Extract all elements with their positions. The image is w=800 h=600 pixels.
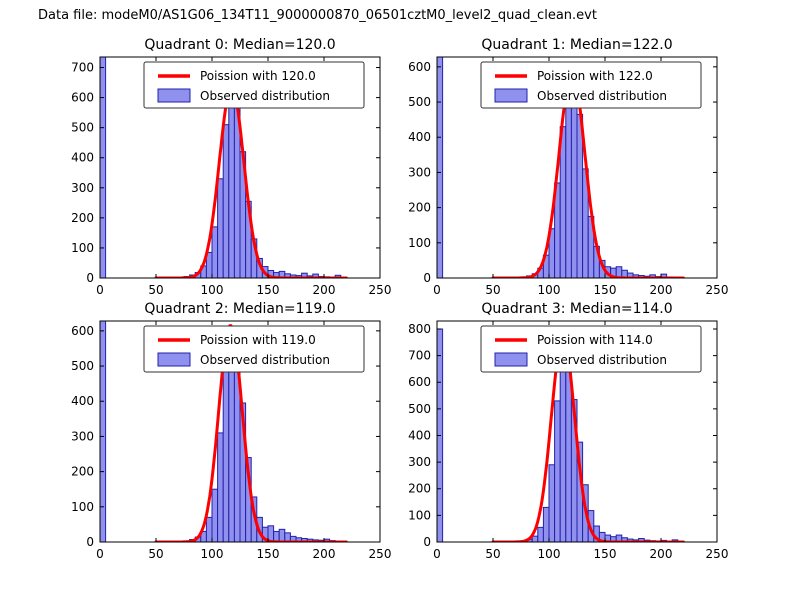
y-tick-label: 400 [71, 394, 94, 408]
legend-label-poisson: Poission with 114.0 [537, 333, 653, 347]
y-tick-label: 500 [408, 95, 431, 109]
axes-frame [99, 56, 381, 279]
y-tick-label: 100 [71, 241, 94, 255]
y-tick-label: 200 [71, 465, 94, 479]
subplot-quadrant-2: 0 50 100 150 200 250 0 100 200 300 400 500 600 Quadra… [71, 301, 391, 561]
y-tick-label: 100 [408, 236, 431, 250]
y-tick-label: 0 [423, 535, 431, 549]
y-tick-label: 300 [408, 455, 431, 469]
y-tick-label: 800 [408, 322, 431, 336]
y-tick-label: 600 [71, 324, 94, 338]
subplot-title: Quadrant 3: Median=114.0 [481, 301, 672, 317]
axes-frame [436, 56, 718, 279]
subplot-quadrant-0: 0 50 100 150 200 250 0 100 200 300 400 500 600 700 Qua… [71, 37, 391, 297]
legend-box [480, 325, 702, 373]
y-tick-label: 200 [71, 211, 94, 225]
x-tick-label: 0 [96, 283, 104, 297]
x-tick-label: 250 [706, 547, 729, 561]
legend-patch-sample [494, 88, 528, 103]
x-tick-label: 100 [201, 283, 224, 297]
legend: Poission with 122.0 Observed distribution [480, 61, 702, 109]
legend-label-poisson: Poission with 119.0 [200, 333, 316, 347]
legend: Poission with 120.0 Observed distribution [143, 61, 365, 109]
legend-box [143, 61, 365, 109]
legend-label-poisson: Poission with 122.0 [537, 69, 653, 83]
axis-ticks: 0 50 100 150 200 250 0 100 200 300 400 500 600 [408, 57, 728, 297]
legend-label-poisson: Poission with 120.0 [200, 69, 316, 83]
y-tick-label: 600 [408, 375, 431, 389]
y-tick-label: 600 [71, 91, 94, 105]
x-tick-label: 250 [706, 283, 729, 297]
x-tick-label: 50 [485, 547, 500, 561]
x-tick-label: 0 [433, 283, 441, 297]
legend-label-observed: Observed distribution [200, 353, 330, 367]
x-tick-label: 150 [257, 283, 280, 297]
legend-patch-sample [494, 352, 528, 367]
x-tick-label: 200 [650, 547, 673, 561]
y-tick-label: 100 [71, 500, 94, 514]
y-tick-label: 700 [408, 349, 431, 363]
y-tick-label: 200 [408, 482, 431, 496]
x-tick-label: 50 [148, 283, 163, 297]
legend: Poission with 114.0 Observed distribution [480, 325, 702, 373]
y-tick-label: 0 [86, 271, 94, 285]
x-tick-label: 250 [369, 283, 392, 297]
subplot-quadrant-3: 0 50 100 150 200 250 0 100 200 300 400 500 600 700 800… [408, 301, 728, 561]
histogram-bars [100, 321, 336, 542]
y-tick-label: 600 [408, 60, 431, 74]
y-tick-label: 500 [71, 121, 94, 135]
legend-patch-sample [157, 88, 191, 103]
y-tick-label: 100 [408, 508, 431, 522]
x-tick-label: 0 [96, 547, 104, 561]
subplot-title: Quadrant 1: Median=122.0 [481, 37, 672, 53]
subplot-quadrant-1: 0 50 100 150 200 250 0 100 200 300 400 500 600 Quadra… [408, 37, 728, 297]
axes-frame [99, 320, 381, 543]
axis-ticks: 0 50 100 150 200 250 0 100 200 300 400 500 600 [71, 321, 391, 561]
x-tick-label: 250 [369, 547, 392, 561]
y-tick-label: 0 [423, 271, 431, 285]
x-tick-label: 150 [257, 547, 280, 561]
y-tick-label: 500 [408, 402, 431, 416]
y-tick-label: 400 [71, 151, 94, 165]
legend-label-observed: Observed distribution [537, 353, 667, 367]
y-tick-label: 200 [408, 201, 431, 215]
x-tick-label: 200 [650, 283, 673, 297]
y-tick-label: 500 [71, 359, 94, 373]
x-tick-label: 200 [313, 547, 336, 561]
axes-frame [436, 320, 718, 543]
axis-ticks: 0 50 100 150 200 250 0 100 200 300 400 500 600 700 [71, 57, 391, 297]
subplot-title: Quadrant 2: Median=119.0 [144, 301, 335, 317]
y-tick-label: 0 [86, 535, 94, 549]
axis-ticks: 0 50 100 150 200 250 0 100 200 300 400 500 600 700 800 [408, 321, 728, 561]
x-tick-label: 100 [538, 547, 561, 561]
x-tick-label: 150 [594, 283, 617, 297]
legend-label-observed: Observed distribution [537, 89, 667, 103]
x-tick-label: 200 [313, 283, 336, 297]
subplot-title: Quadrant 0: Median=120.0 [144, 37, 335, 53]
x-tick-label: 150 [594, 547, 617, 561]
y-tick-label: 400 [408, 428, 431, 442]
legend-patch-sample [157, 352, 191, 367]
y-tick-label: 300 [71, 181, 94, 195]
x-tick-label: 100 [201, 547, 224, 561]
x-tick-label: 50 [148, 547, 163, 561]
y-tick-label: 700 [71, 61, 94, 75]
legend-box [143, 325, 365, 373]
y-tick-label: 400 [408, 130, 431, 144]
legend-label-observed: Observed distribution [200, 89, 330, 103]
y-tick-label: 300 [408, 165, 431, 179]
figure-title: Data file: modeM0/AS1G06_134T11_90000008… [38, 8, 597, 23]
legend-box [480, 61, 702, 109]
poisson-curve [491, 335, 685, 542]
x-tick-label: 50 [485, 283, 500, 297]
y-tick-label: 300 [71, 429, 94, 443]
x-tick-label: 100 [538, 283, 561, 297]
x-tick-label: 0 [433, 547, 441, 561]
legend: Poission with 119.0 Observed distribution [143, 325, 365, 373]
